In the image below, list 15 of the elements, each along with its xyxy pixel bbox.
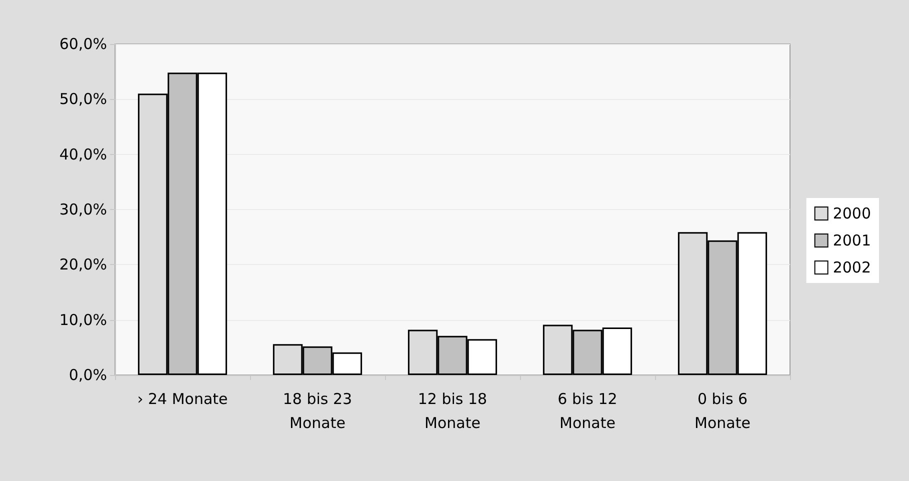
x-tick-label: 12 bis 18 Monate (418, 390, 488, 432)
y-tick-label: 10,0% (59, 310, 107, 329)
y-tick-label: 40,0% (59, 145, 107, 164)
x-tick-label: › 24 Monate (137, 390, 228, 408)
y-tick-label: 0,0% (68, 366, 107, 384)
y-tick-label: 30,0% (59, 200, 107, 218)
x-tick-label: 6 bis 12 Monate (558, 390, 618, 432)
x-tick-label: 18 bis 23 Monate (282, 390, 352, 432)
x-tick-label: 0 bis 6 Monate (694, 390, 750, 432)
y-tick-label: 50,0% (59, 90, 107, 108)
legend-label: 2001 (832, 232, 872, 250)
y-tick-label: 60,0% (59, 35, 107, 53)
y-tick-label: 20,0% (59, 256, 107, 274)
legend-label: 2002 (832, 258, 872, 276)
legend-label: 2000 (832, 204, 872, 222)
